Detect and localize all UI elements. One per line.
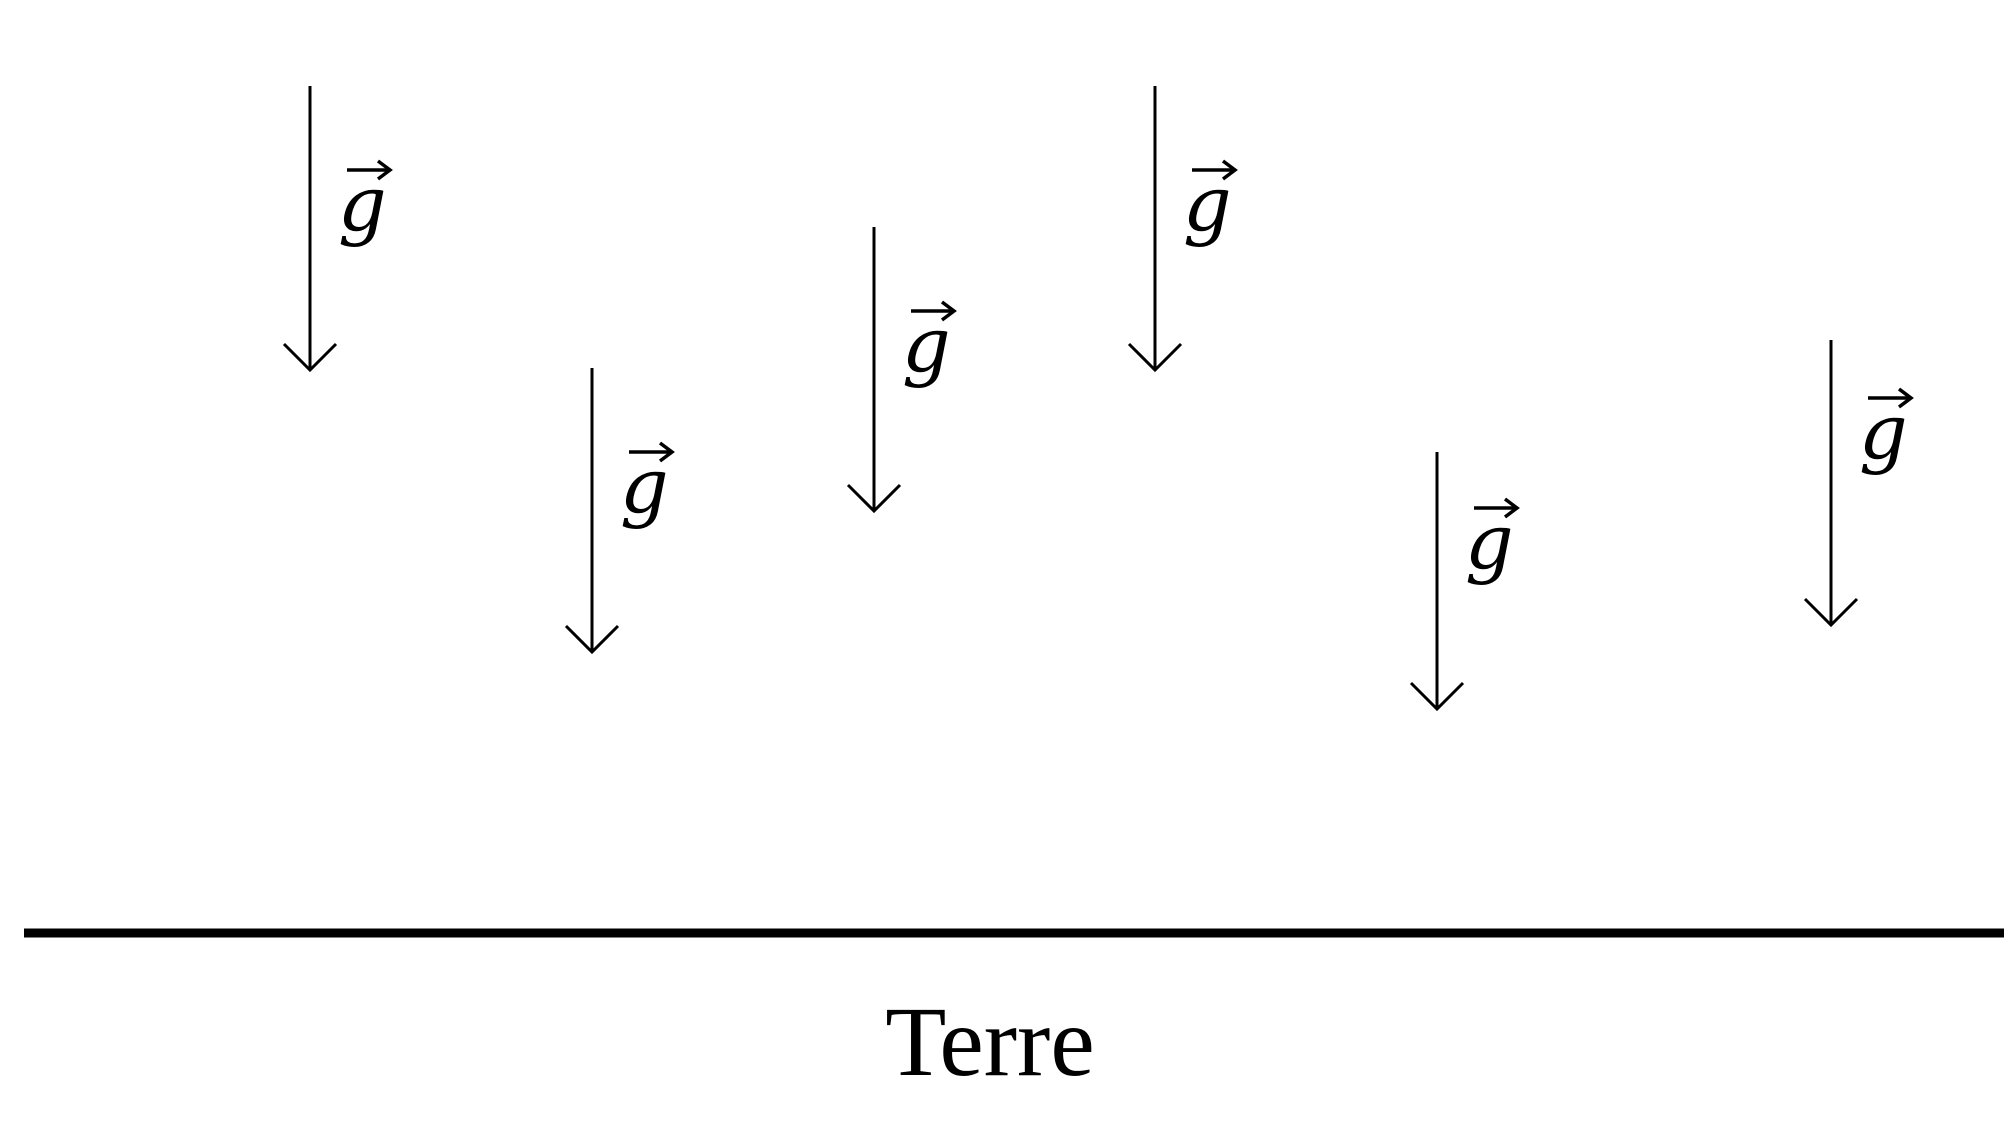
ground-label: Terre (885, 986, 1094, 1097)
vector-label-arrow-head (376, 159, 393, 181)
vector-label-arrow-head (1897, 387, 1914, 409)
vector-label-arrow-head (1503, 497, 1520, 519)
gravity-vector: g (1803, 340, 1914, 628)
vector-arrowhead (1409, 681, 1465, 712)
gravity-vector: g (1127, 86, 1238, 373)
vector-label: g (338, 159, 387, 248)
gravity-vector: g (846, 227, 957, 514)
gravity-vector: g (282, 86, 393, 373)
vector-label: g (902, 300, 951, 389)
vector-arrowhead (282, 342, 338, 373)
vector-arrowhead (564, 624, 620, 655)
gravity-vector: g (1409, 452, 1520, 712)
vector-label-arrow-head (940, 300, 957, 322)
vector-label-arrow-head (658, 441, 675, 463)
vector-label: g (620, 441, 669, 530)
vector-label: g (1859, 387, 1908, 476)
vector-label: g (1465, 497, 1514, 586)
vector-label-arrow-head (1221, 159, 1238, 181)
gravity-vector: g (564, 368, 675, 655)
vector-label: g (1183, 159, 1232, 248)
vector-arrowhead (846, 483, 902, 514)
vector-arrowhead (1803, 597, 1859, 628)
vector-arrowhead (1127, 342, 1183, 373)
